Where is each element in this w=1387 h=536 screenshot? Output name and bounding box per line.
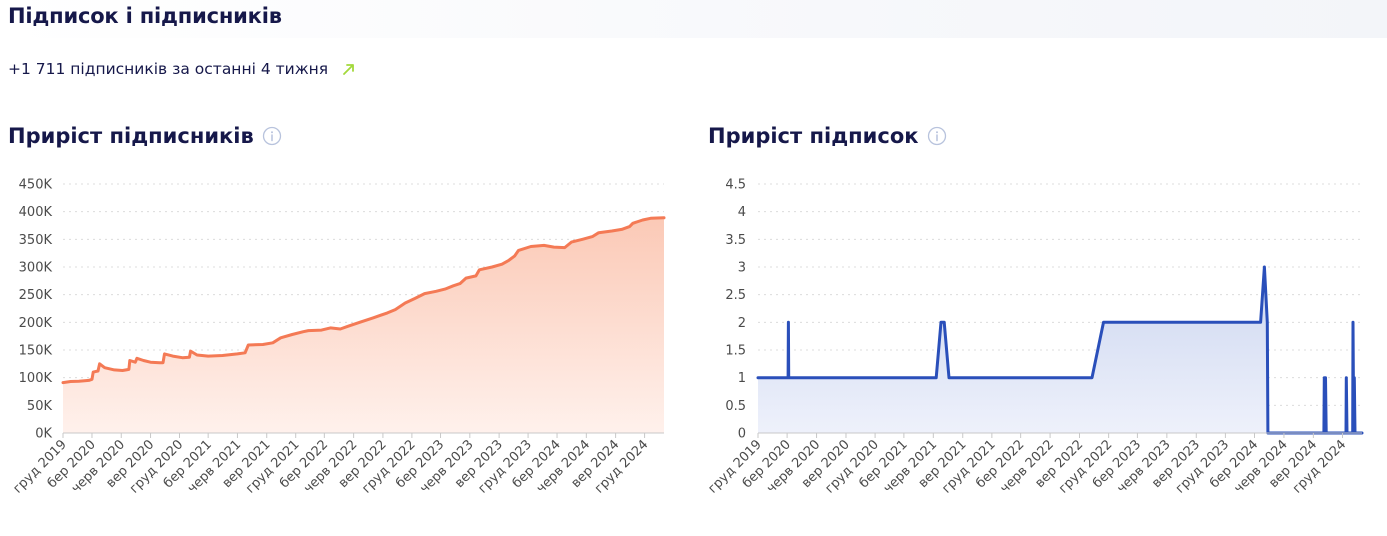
subscriptions-y-tick-label: 1.5 <box>725 344 746 359</box>
followers-y-tick-label: 200K <box>19 316 53 331</box>
followers-chart-title-text: Приріст підписників <box>8 124 254 148</box>
subscriptions-chart-title: Приріст підписок <box>708 124 947 148</box>
info-icon[interactable] <box>262 126 282 146</box>
followers-y-tick-label: 400K <box>19 205 53 220</box>
followers-y-tick-label: 300K <box>19 261 53 276</box>
subscriptions-y-tick-label: 1 <box>738 371 746 386</box>
subscriptions-y-tick-label: 4.5 <box>725 178 746 193</box>
followers-y-tick-label: 150K <box>19 344 53 359</box>
subscriptions-y-tick-label: 3.5 <box>725 233 746 248</box>
followers-y-tick-label: 0K <box>35 427 52 442</box>
subscriptions-y-tick-label: 0.5 <box>725 399 746 414</box>
section-title: Підписок і підписників <box>8 4 282 28</box>
followers-chart-title: Приріст підписників <box>8 124 282 148</box>
subscriptions-y-tick-label: 4 <box>738 205 746 220</box>
followers-y-tick-label: 50K <box>27 399 53 414</box>
subscriber-summary: +1 711 підписників за останні 4 тижня <box>8 60 356 78</box>
subscriptions-y-tick-label: 3 <box>738 261 746 276</box>
subscriptions-y-tick-label: 0 <box>738 427 746 442</box>
subscriptions-y-tick-label: 2 <box>738 316 746 331</box>
info-icon[interactable] <box>927 126 947 146</box>
subscriptions-chart-title-text: Приріст підписок <box>708 124 919 148</box>
subscriptions-y-tick-label: 2.5 <box>725 288 746 303</box>
subscriptions-area-fill <box>758 267 1362 433</box>
followers-y-tick-label: 250K <box>19 288 53 303</box>
followers-y-tick-label: 450K <box>19 178 53 193</box>
summary-text: +1 711 підписників за останні 4 тижня <box>8 60 329 78</box>
followers-growth-chart: 0K50K100K150K200K250K300K350K400K450Kгру… <box>10 178 666 497</box>
section-header: Підписок і підписників <box>0 0 1387 38</box>
followers-area-fill <box>63 217 664 433</box>
followers-y-tick-label: 350K <box>19 233 53 248</box>
followers-series-line <box>61 216 666 385</box>
trend-up-icon <box>342 62 356 76</box>
followers-y-tick-label: 100K <box>19 371 53 386</box>
